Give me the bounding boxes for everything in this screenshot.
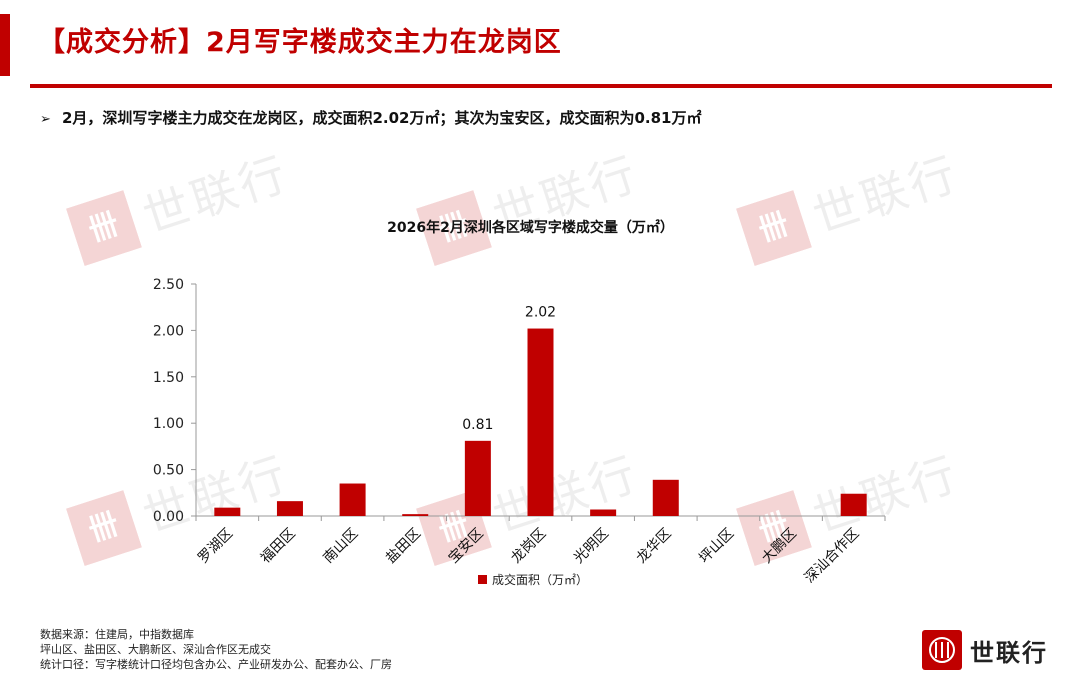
accent-bar bbox=[0, 14, 10, 76]
logo-icon bbox=[922, 630, 962, 670]
x-tick-label: 盐田区 bbox=[383, 526, 424, 567]
bar bbox=[527, 328, 554, 516]
bar bbox=[402, 514, 429, 516]
data-label: 0.81 bbox=[462, 417, 493, 433]
bar bbox=[590, 509, 617, 516]
y-tick-label: 1.50 bbox=[153, 370, 184, 386]
slide-header: 【成交分析】2月写字楼成交主力在龙岗区 bbox=[0, 0, 1080, 88]
bar bbox=[464, 440, 491, 516]
x-tick-label: 福田区 bbox=[258, 526, 299, 567]
y-tick-label: 2.00 bbox=[153, 323, 184, 339]
bar bbox=[840, 493, 867, 516]
bar bbox=[214, 507, 241, 516]
y-tick-label: 0.00 bbox=[153, 509, 184, 525]
page-title: 【成交分析】2月写字楼成交主力在龙岗区 bbox=[38, 27, 562, 58]
y-tick-label: 1.00 bbox=[153, 416, 184, 432]
x-tick-label: 大鹏区 bbox=[759, 526, 800, 567]
x-tick-label: 宝安区 bbox=[446, 526, 487, 567]
summary-text: 2月，深圳写字楼主力成交在龙岗区，成交面积2.02万㎡；其次为宝安区，成交面积为… bbox=[62, 109, 702, 127]
x-tick-label: 光明区 bbox=[571, 526, 612, 567]
bar-chart: 2026年2月深圳各区域写字楼成交量（万㎡） 0.00 0.50 1.00 1.50 2.… bbox=[153, 219, 886, 587]
x-tick-label: 深汕合作区 bbox=[802, 526, 863, 587]
x-tick-label: 龙华区 bbox=[634, 526, 675, 567]
x-tick-label: 罗湖区 bbox=[195, 526, 236, 567]
x-tick-label: 龙岗区 bbox=[508, 526, 549, 567]
bar bbox=[339, 483, 366, 516]
chart-title: 2026年2月深圳各区域写字楼成交量（万㎡） bbox=[387, 219, 674, 236]
footer-scope: 统计口径：写字楼统计口径均包含办公、产业研发办公、配套办公、厂房 bbox=[40, 658, 392, 671]
summary-bullet: ➢ 2月，深圳写字楼主力成交在龙岗区，成交面积2.02万㎡；其次为宝安区，成交面积… bbox=[40, 107, 701, 128]
footer-note: 坪山区、盐田区、大鹏新区、深汕合作区无成交 bbox=[40, 643, 271, 656]
footer-source: 数据来源：住建局，中指数据库 bbox=[40, 628, 194, 641]
header-divider bbox=[30, 84, 1052, 88]
x-tick-label: 坪山区 bbox=[696, 526, 737, 567]
legend-label: 成交面积（万㎡） bbox=[492, 572, 588, 587]
y-tick-label: 0.50 bbox=[153, 463, 184, 479]
arrow-icon: ➢ bbox=[40, 112, 51, 127]
data-label: 2.02 bbox=[525, 305, 556, 321]
footer-notes: 数据来源：住建局，中指数据库 坪山区、盐田区、大鹏新区、深汕合作区无成交 统计口… bbox=[40, 627, 392, 672]
legend-swatch bbox=[478, 575, 487, 584]
y-tick-label: 2.50 bbox=[153, 277, 184, 293]
bar bbox=[276, 501, 303, 516]
company-logo: 世联行 bbox=[922, 630, 1048, 670]
x-tick-label: 南山区 bbox=[320, 526, 361, 567]
bar bbox=[652, 479, 679, 516]
logo-text: 世联行 bbox=[970, 638, 1048, 667]
